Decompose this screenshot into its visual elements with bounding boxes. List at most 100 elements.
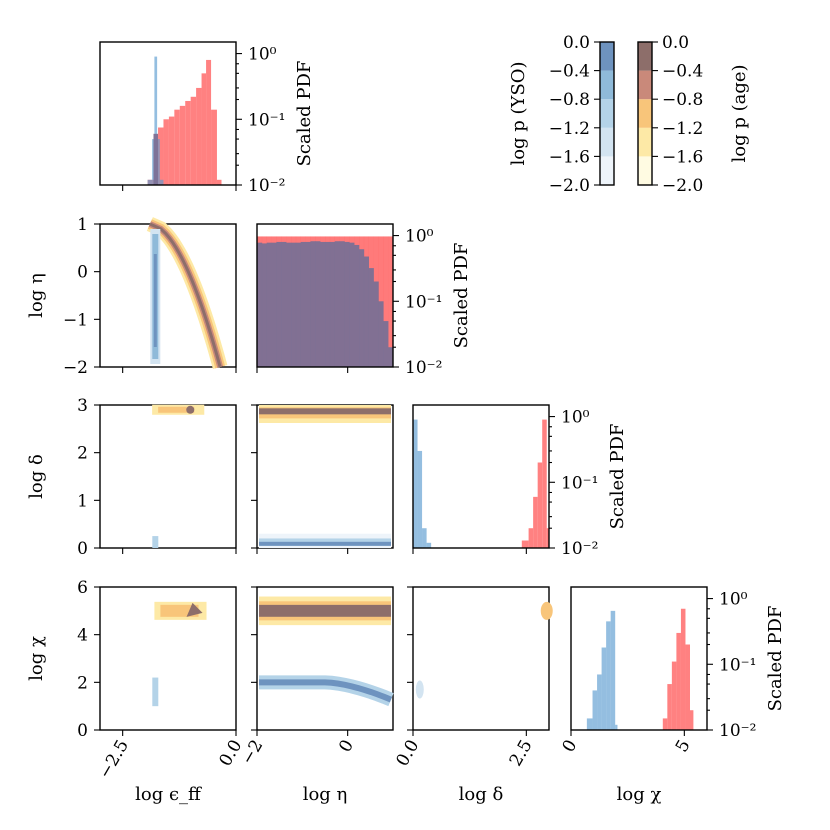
colorbar-label: log p (age) xyxy=(729,64,750,162)
x-axis-label: log δ xyxy=(459,784,504,805)
colorbar-segment xyxy=(600,42,614,71)
yso-hist-bar xyxy=(159,179,164,185)
age-hist-bar xyxy=(533,496,538,548)
age-hist-bar xyxy=(206,59,212,185)
yso-hist-bar xyxy=(157,139,160,185)
age-hist-bar xyxy=(388,236,394,367)
panel-delta-chi xyxy=(412,586,550,731)
x-axis-label: log η xyxy=(303,784,348,805)
colorbar-segment xyxy=(638,99,652,128)
panel-eps-marginal xyxy=(99,41,237,186)
colorbar-tick-label: −0.4 xyxy=(662,62,703,82)
yso-hist-bar xyxy=(417,450,423,548)
pdf-tick-label: 10⁰ xyxy=(561,408,590,428)
overlap-hist-bar xyxy=(354,244,360,367)
pdf-axis-label: Scaled PDF xyxy=(451,243,472,349)
panel-eta-delta xyxy=(256,404,394,549)
colorbar-tick-label: −0.8 xyxy=(662,90,703,110)
y-tick-label: 2 xyxy=(77,673,88,693)
colorbar-tick-label: −1.2 xyxy=(549,119,590,139)
y-tick-label: 0 xyxy=(77,721,88,741)
contour-group xyxy=(152,404,205,548)
x-tick-label: 0 xyxy=(559,737,582,756)
yso-hist-bar xyxy=(606,621,611,730)
overlap-hist-bar xyxy=(344,241,350,367)
colorbar-tick-label: −0.4 xyxy=(549,62,590,82)
age-contour-mid xyxy=(158,406,195,413)
overlap-hist-bar xyxy=(320,241,326,367)
age-hist-bar xyxy=(690,710,694,730)
y-tick-label: 4 xyxy=(77,626,88,646)
age-hist-bar xyxy=(546,528,549,548)
age-hist-bar xyxy=(196,87,202,185)
yso-hist-bar xyxy=(152,139,155,185)
age-hist-bar xyxy=(676,632,681,730)
x-tick-label: 0.0 xyxy=(392,737,423,770)
pdf-tick-label: 10⁻¹ xyxy=(719,655,756,675)
yso-hist-bar xyxy=(413,419,418,548)
pdf-tick-label: 10⁰ xyxy=(405,227,434,247)
panel-chi-marginal xyxy=(570,586,708,731)
overlap-hist-bar xyxy=(257,242,263,367)
contour-group xyxy=(146,217,228,369)
y-tick-label: 2 xyxy=(77,444,88,464)
overlap-hist-bar xyxy=(286,242,292,367)
x-tick-label: −2.5 xyxy=(95,737,133,783)
overlap-hist-bar xyxy=(359,249,365,367)
age-hist-bar xyxy=(671,661,677,730)
pdf-tick-label: 10⁰ xyxy=(719,590,748,610)
yso-contour-core xyxy=(153,254,157,347)
colorbar-segment xyxy=(638,127,652,157)
y-tick-label: 3 xyxy=(77,396,88,416)
x-tick-label: 5 xyxy=(672,737,695,756)
y-tick-label: −1 xyxy=(63,310,88,330)
panel-eps-chi xyxy=(99,586,237,731)
yso-contour-core xyxy=(259,679,393,703)
yso-hist-bar xyxy=(147,179,153,185)
panel-eps-eta xyxy=(99,223,237,368)
y-tick-label: 1 xyxy=(77,491,88,511)
colorbar-segment xyxy=(638,70,652,100)
y-tick-label: 6 xyxy=(77,578,88,598)
overlap-hist-bar xyxy=(305,241,311,367)
colorbar-tick-label: −2.0 xyxy=(549,176,590,196)
age-hist-bar xyxy=(537,462,543,548)
yso-contour-mid xyxy=(152,677,159,707)
yso-hist-bar xyxy=(601,647,607,730)
panel-delta-marginal xyxy=(412,404,550,549)
contour-group xyxy=(259,405,391,548)
pdf-tick-label: 10⁻² xyxy=(405,358,442,378)
age-hist-bar xyxy=(179,105,186,185)
pdf-tick-label: 10⁰ xyxy=(248,45,277,65)
age-hist-bar xyxy=(185,100,191,185)
x-tick-label: 0 xyxy=(335,737,358,756)
overlap-hist-bar xyxy=(349,242,355,367)
overlap-hist-bar xyxy=(329,241,336,367)
overlap-hist-bar xyxy=(378,301,384,367)
age-hist-bar xyxy=(667,684,672,730)
overlap-hist-bar xyxy=(315,241,321,367)
yso-hist-bar xyxy=(426,542,432,548)
age-hist-bar xyxy=(158,127,164,185)
age-hist-bar xyxy=(528,528,534,548)
colorbar-frame xyxy=(637,41,653,186)
yso-contour-core xyxy=(259,541,391,546)
age-hist-bar xyxy=(201,73,207,185)
age-hist-bar xyxy=(680,608,686,730)
age-hist-bar xyxy=(168,116,175,185)
colorbar-tick-label: 0.0 xyxy=(662,33,689,53)
yso-hist-bar xyxy=(586,718,593,730)
age-contour-core xyxy=(186,405,195,414)
age-contour-core xyxy=(259,408,391,415)
y-tick-label: 1 xyxy=(77,215,88,235)
pdf-axis-label: Scaled PDF xyxy=(294,61,315,167)
age-hist-bar xyxy=(163,119,169,185)
colorbar-frame xyxy=(599,41,615,186)
y-tick-label: 0 xyxy=(77,539,88,559)
pdf-tick-label: 10⁻¹ xyxy=(248,110,285,130)
yso-contour-mid xyxy=(152,536,159,548)
pdf-tick-label: 10⁻² xyxy=(561,539,598,559)
y-tick-label: 0 xyxy=(77,263,88,283)
colorbar-segment xyxy=(600,127,614,157)
y-axis-label: log δ xyxy=(26,454,47,499)
